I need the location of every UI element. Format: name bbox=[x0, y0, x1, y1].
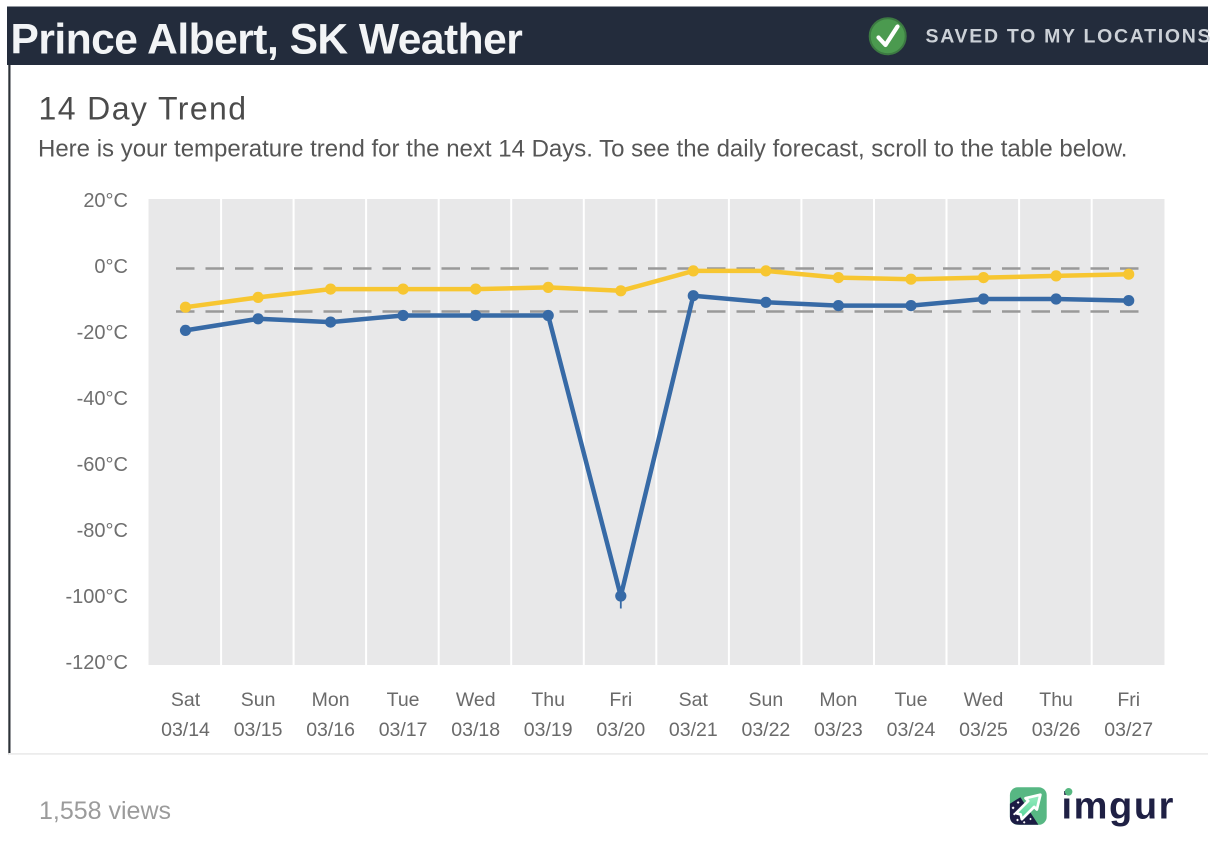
svg-text:Here is your temperature trend: Here is your temperature trend for the n… bbox=[38, 136, 1127, 163]
svg-text:1,558 views: 1,558 views bbox=[39, 797, 171, 825]
svg-text:03/14: 03/14 bbox=[161, 719, 210, 741]
svg-text:03/15: 03/15 bbox=[234, 719, 283, 741]
svg-text:Mon: Mon bbox=[819, 689, 857, 711]
svg-text:0°C: 0°C bbox=[94, 256, 128, 278]
svg-text:Sun: Sun bbox=[241, 689, 276, 711]
svg-text:03/19: 03/19 bbox=[524, 719, 573, 741]
svg-text:Tue: Tue bbox=[387, 689, 420, 711]
svg-text:03/24: 03/24 bbox=[887, 719, 936, 741]
svg-text:20°C: 20°C bbox=[83, 190, 128, 212]
svg-text:03/27: 03/27 bbox=[1104, 719, 1153, 741]
svg-text:Sat: Sat bbox=[679, 689, 709, 711]
svg-text:SAVED TO MY LOCATIONS: SAVED TO MY LOCATIONS bbox=[926, 26, 1213, 48]
svg-text:imgur: imgur bbox=[1062, 786, 1176, 828]
svg-text:Sun: Sun bbox=[749, 689, 784, 711]
svg-text:03/23: 03/23 bbox=[814, 719, 863, 741]
svg-text:14 Day Trend: 14 Day Trend bbox=[39, 91, 248, 127]
svg-text:03/18: 03/18 bbox=[451, 719, 500, 741]
svg-text:03/22: 03/22 bbox=[741, 719, 790, 741]
svg-text:-80°C: -80°C bbox=[77, 520, 128, 542]
svg-text:03/25: 03/25 bbox=[959, 719, 1008, 741]
svg-text:03/16: 03/16 bbox=[306, 719, 355, 741]
svg-text:03/20: 03/20 bbox=[596, 719, 645, 741]
svg-text:Fri: Fri bbox=[609, 689, 632, 711]
svg-text:-100°C: -100°C bbox=[66, 586, 128, 608]
svg-text:Wed: Wed bbox=[456, 689, 496, 711]
svg-text:-20°C: -20°C bbox=[77, 322, 128, 344]
svg-text:Fri: Fri bbox=[1117, 689, 1140, 711]
svg-text:Thu: Thu bbox=[531, 689, 565, 711]
svg-text:03/21: 03/21 bbox=[669, 719, 718, 741]
svg-text:03/17: 03/17 bbox=[379, 719, 428, 741]
svg-text:-40°C: -40°C bbox=[77, 388, 128, 410]
svg-text:03/26: 03/26 bbox=[1032, 719, 1081, 741]
svg-text:Prince Albert, SK Weather: Prince Albert, SK Weather bbox=[11, 17, 523, 64]
svg-text:-120°C: -120°C bbox=[66, 652, 128, 674]
svg-text:Thu: Thu bbox=[1039, 689, 1073, 711]
svg-text:-60°C: -60°C bbox=[77, 454, 128, 476]
svg-text:Mon: Mon bbox=[312, 689, 350, 711]
svg-text:Wed: Wed bbox=[964, 689, 1004, 711]
svg-text:Sat: Sat bbox=[171, 689, 201, 711]
svg-text:Tue: Tue bbox=[895, 689, 928, 711]
